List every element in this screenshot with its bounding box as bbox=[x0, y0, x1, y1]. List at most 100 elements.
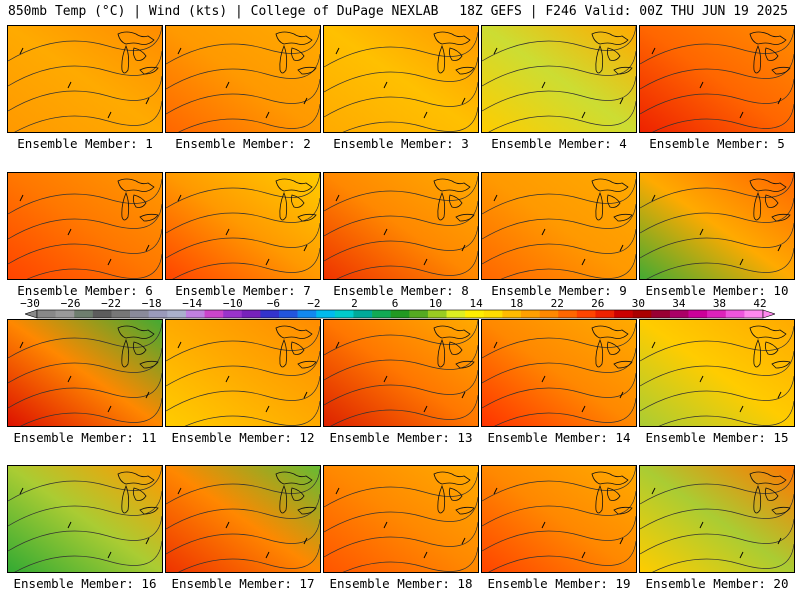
ensemble-member-label: Ensemble Member: 17 bbox=[171, 576, 315, 591]
wind-barb bbox=[335, 47, 340, 55]
wind-barb bbox=[619, 391, 624, 399]
color-bar-segment bbox=[130, 310, 149, 318]
color-bar-segment bbox=[185, 310, 205, 318]
wind-barb bbox=[67, 521, 72, 529]
wind-barb bbox=[225, 375, 230, 383]
wind-barb bbox=[581, 111, 586, 119]
height-contour bbox=[8, 75, 162, 112]
height-contour bbox=[324, 225, 478, 262]
temperature-map bbox=[323, 319, 479, 427]
height-contour bbox=[8, 515, 162, 552]
height-contour bbox=[8, 466, 162, 502]
color-bar-segment bbox=[223, 310, 243, 318]
height-contour bbox=[178, 543, 320, 572]
color-bar-tick-label: 22 bbox=[550, 297, 564, 310]
temperature-map bbox=[165, 25, 321, 133]
height-contour bbox=[324, 521, 478, 558]
wind-barb bbox=[19, 487, 24, 495]
height-contour bbox=[14, 100, 162, 132]
color-bar-segment bbox=[483, 310, 503, 318]
temperature-map bbox=[7, 465, 163, 573]
temperature-map bbox=[639, 465, 795, 573]
wind-barb bbox=[581, 405, 586, 413]
color-bar-tick-label: 34 bbox=[672, 297, 686, 310]
great-lakes-outline bbox=[591, 325, 633, 369]
temperature-map bbox=[165, 172, 321, 280]
color-bar-tick-label: 14 bbox=[469, 297, 483, 310]
wind-barb bbox=[699, 228, 704, 236]
height-contour bbox=[324, 175, 478, 212]
height-contour bbox=[482, 203, 636, 240]
great-lakes-outline bbox=[591, 178, 633, 222]
wind-barb bbox=[461, 244, 466, 252]
wind-barb bbox=[145, 391, 150, 399]
ensemble-member-2: Ensemble Member: 2 bbox=[165, 25, 321, 151]
color-bar-segment bbox=[148, 310, 168, 318]
temperature-map bbox=[165, 465, 321, 573]
wind-barb bbox=[739, 111, 744, 119]
color-bar-tick-label: 18 bbox=[510, 297, 524, 310]
great-lakes-outline bbox=[591, 31, 633, 75]
wind-barb bbox=[265, 111, 270, 119]
height-contour bbox=[658, 400, 794, 426]
ensemble-member-9: Ensemble Member: 9 bbox=[481, 172, 637, 298]
color-bar-segment bbox=[409, 310, 429, 318]
temperature-map bbox=[639, 25, 795, 133]
wind-barb bbox=[619, 537, 624, 545]
height-contour bbox=[640, 325, 794, 362]
height-contour bbox=[336, 250, 478, 279]
wind-barb bbox=[303, 537, 308, 545]
color-bar-segment bbox=[297, 310, 317, 318]
color-bar-segment bbox=[167, 310, 187, 318]
temperature-map bbox=[481, 25, 637, 133]
color-bar-tick-label: 2 bbox=[351, 297, 358, 310]
wind-barb bbox=[739, 258, 744, 266]
wind-barb bbox=[383, 81, 388, 89]
color-bar-segment bbox=[334, 310, 354, 318]
great-lakes-outline bbox=[117, 471, 159, 515]
ensemble-member-17: Ensemble Member: 17 bbox=[165, 465, 321, 591]
color-bar-segment bbox=[632, 310, 652, 318]
ensemble-member-label: Ensemble Member: 18 bbox=[329, 576, 473, 591]
color-bar-segment bbox=[539, 310, 559, 318]
color-bar-tick-label: 10 bbox=[428, 297, 443, 310]
height-contour bbox=[640, 173, 794, 209]
height-contour bbox=[8, 178, 162, 215]
great-lakes-outline bbox=[275, 471, 317, 515]
height-contour bbox=[330, 394, 478, 426]
wind-barb bbox=[335, 341, 340, 349]
color-bar-segment bbox=[372, 310, 391, 318]
height-contour bbox=[166, 350, 320, 387]
color-bar-segment bbox=[92, 310, 112, 318]
ensemble-member-label: Ensemble Member: 2 bbox=[175, 136, 311, 151]
ensemble-member-label: Ensemble Member: 11 bbox=[13, 430, 157, 445]
color-bar-segment bbox=[353, 310, 373, 318]
color-bar-segment bbox=[688, 310, 708, 318]
color-bar-segment bbox=[390, 310, 410, 318]
color-bar-segment bbox=[651, 310, 671, 318]
height-contour bbox=[482, 515, 636, 552]
temperature-map bbox=[323, 465, 479, 573]
wind-barb bbox=[493, 47, 498, 55]
height-contour bbox=[8, 372, 162, 409]
height-contour bbox=[640, 28, 794, 65]
wind-barb bbox=[145, 97, 150, 105]
ensemble-member-7: Ensemble Member: 7 bbox=[165, 172, 321, 298]
wind-barb bbox=[423, 405, 428, 413]
ensemble-member-label: Ensemble Member: 4 bbox=[491, 136, 627, 151]
color-bar-tick-label: −10 bbox=[222, 297, 243, 310]
temperature-map bbox=[7, 25, 163, 133]
color-bar-segment bbox=[241, 310, 261, 318]
height-contour bbox=[494, 397, 636, 426]
wind-barb bbox=[461, 391, 466, 399]
ensemble-member-15: Ensemble Member: 15 bbox=[639, 319, 795, 445]
color-bar-segment bbox=[427, 310, 447, 318]
great-lakes-outline bbox=[433, 31, 475, 75]
temperature-map bbox=[7, 172, 163, 280]
height-contour bbox=[640, 78, 794, 115]
wind-barb bbox=[777, 97, 782, 105]
height-contour bbox=[184, 400, 320, 426]
height-contour bbox=[482, 466, 636, 502]
great-lakes-outline bbox=[275, 31, 317, 75]
wind-barb bbox=[541, 521, 546, 529]
